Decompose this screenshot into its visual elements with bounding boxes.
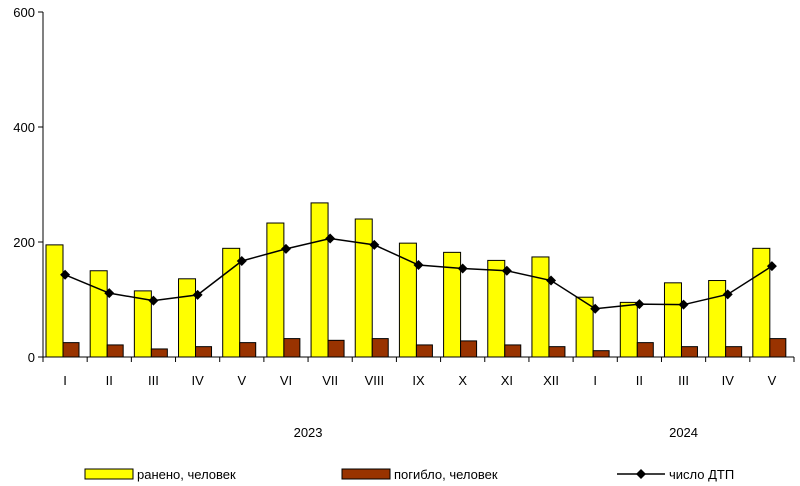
x-tick-label-3: IV — [191, 373, 204, 388]
bar-killed-5 — [283, 338, 301, 358]
marker-accidents-3 — [192, 289, 203, 300]
bar-injured-3 — [178, 278, 197, 358]
marker-accidents-8 — [413, 260, 424, 270]
bar-injured-11 — [531, 256, 550, 358]
year-label-1: 2024 — [669, 425, 698, 440]
bar-injured-16 — [752, 247, 771, 358]
y-tick-label-400: 400 — [13, 120, 35, 135]
marker-accidents-9 — [457, 263, 468, 274]
legend-swatch-0 — [84, 468, 134, 480]
bar-killed-10 — [504, 344, 522, 358]
x-tick-label-11: XII — [543, 373, 559, 388]
legend-label-0: ранено, человек — [137, 467, 236, 482]
x-tick-label-0: I — [63, 373, 67, 388]
bar-killed-3 — [195, 346, 213, 358]
bar-injured-6 — [310, 202, 329, 358]
x-tick-label-2: III — [148, 373, 159, 388]
x-tick-label-5: VI — [280, 373, 292, 388]
marker-accidents-16 — [766, 261, 777, 272]
bar-killed-14 — [680, 346, 698, 358]
y-tick-label-200: 200 — [13, 235, 35, 250]
x-tick-label-8: IX — [412, 373, 425, 388]
marker-accidents-12 — [590, 303, 601, 314]
bar-killed-2 — [150, 348, 168, 358]
bar-killed-11 — [548, 346, 566, 358]
legend-label-1: погибло, человек — [394, 467, 498, 482]
marker-accidents-4 — [236, 255, 247, 266]
x-tick-label-16: V — [768, 373, 777, 388]
bar-injured-14 — [663, 282, 682, 358]
x-tick-label-15: IV — [722, 373, 735, 388]
bar-injured-13 — [619, 301, 638, 358]
bar-killed-0 — [62, 342, 80, 358]
marker-accidents-0 — [60, 269, 71, 280]
bar-killed-12 — [592, 350, 610, 358]
bar-injured-10 — [487, 259, 506, 358]
legend: ранено, человек погибло, человек число ДТП — [84, 467, 734, 482]
bar-killed-7 — [371, 338, 389, 358]
bar-killed-8 — [415, 344, 433, 358]
y-tick-label-0: 0 — [28, 350, 35, 365]
marker-accidents-13 — [634, 299, 645, 310]
marker-accidents-1 — [104, 288, 115, 299]
y-tick-label-600: 600 — [13, 5, 35, 20]
marker-accidents-7 — [369, 239, 380, 250]
marker-accidents-15 — [722, 289, 733, 300]
x-tick-label-13: II — [636, 373, 643, 388]
x-tick-label-14: III — [678, 373, 689, 388]
marker-accidents-6 — [325, 233, 336, 244]
x-tick-label-9: X — [458, 373, 467, 388]
marker-accidents-10 — [501, 265, 512, 276]
legend-swatch-1 — [341, 468, 391, 480]
bar-injured-1 — [89, 270, 108, 358]
x-tick-label-7: VIII — [365, 373, 385, 388]
x-tick-label-1: II — [106, 373, 113, 388]
bar-killed-16 — [769, 338, 787, 358]
marker-accidents-5 — [280, 243, 291, 254]
bar-killed-13 — [636, 342, 654, 358]
bar-injured-15 — [708, 280, 727, 358]
bar-killed-9 — [460, 340, 478, 358]
legend-label-2: число ДТП — [669, 467, 734, 482]
x-tick-label-12: I — [593, 373, 597, 388]
bar-injured-5 — [266, 222, 285, 358]
marker-accidents-11 — [546, 275, 557, 286]
bar-injured-7 — [354, 218, 373, 358]
x-tick-label-10: XI — [501, 373, 513, 388]
year-label-0: 2023 — [294, 425, 323, 440]
x-tick-label-6: VII — [322, 373, 338, 388]
bar-injured-0 — [45, 244, 64, 358]
bar-killed-1 — [106, 344, 124, 358]
bar-killed-6 — [327, 339, 345, 358]
plot-area — [45, 202, 787, 358]
marker-accidents-14 — [678, 299, 689, 310]
legend-marker-2 — [636, 469, 646, 479]
marker-accidents-2 — [148, 295, 159, 306]
x-tick-label-4: V — [237, 373, 246, 388]
bar-killed-4 — [239, 342, 257, 358]
bar-killed-15 — [725, 346, 743, 358]
